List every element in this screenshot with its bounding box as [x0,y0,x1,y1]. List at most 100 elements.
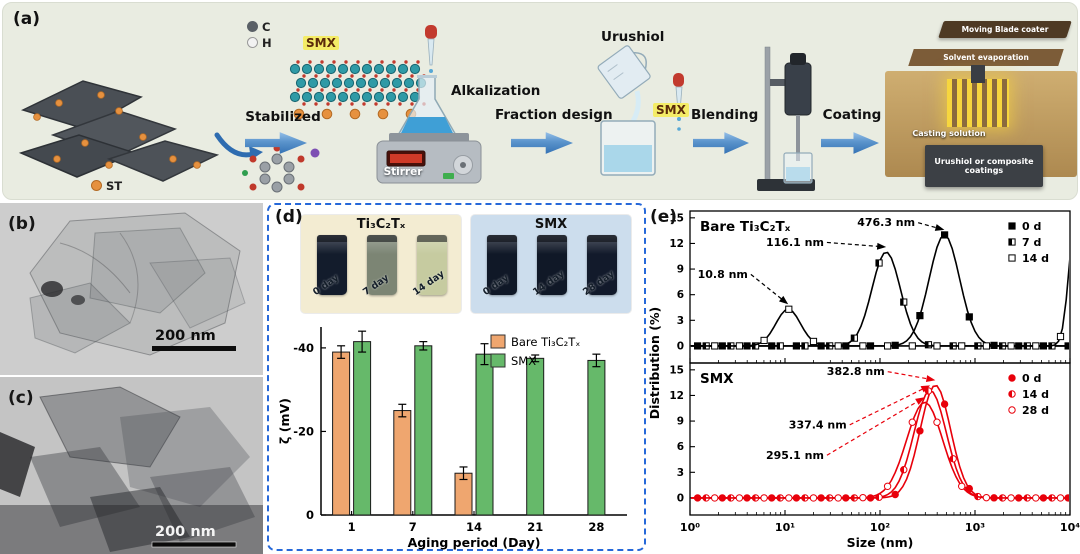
annotation-arrowhead [915,397,925,405]
droplet [429,69,433,73]
x-tick-label: 10⁰ [680,521,700,534]
lattice-terminal [344,88,348,92]
panel-d-zeta: (d) Ti₃C₂Tₓ 0 day 7 day 14 day SMX 0 day 14… [267,203,646,551]
lattice-atom [361,91,373,103]
flask-liquid [400,117,454,135]
panel-c-tem: (c) 200 nm [0,377,263,554]
x-tick-label: 10² [870,521,890,534]
lattice-terminal [344,60,348,64]
marker-square-open [1007,342,1015,350]
marker-square-filled [941,231,949,239]
lattice-terminal [302,102,306,106]
plot-title: Bare Ti₃C₂Tₓ [700,219,791,235]
lattice-atom [385,63,397,75]
mix-liquid [786,167,810,181]
tem-flake [120,407,250,507]
lattice-atom [289,63,301,75]
lattice-terminal [314,74,318,78]
tem-flake [149,257,246,329]
annotation-label: 295.1 nm [766,449,824,462]
st-sphere [293,108,305,120]
annotation-arrowhead [876,242,887,250]
vial-photo [587,235,617,295]
marker-circle-filled [1008,374,1016,382]
dropper-glass [427,38,435,66]
lattice-atom [373,63,385,75]
series-line [691,259,1069,347]
lattice-atom [301,63,313,75]
marker-circle-open [982,493,991,502]
lattice-terminal [308,60,312,64]
atom [242,170,248,176]
marker-circle-filled [940,400,949,408]
plot-title: SMX [700,371,734,387]
series-group [691,384,1069,502]
legend-row-carbon: C [247,19,272,35]
motor-cap [790,53,806,65]
y-tick-label: -40 [293,341,314,355]
carbon-atom-icon [247,21,258,32]
lattice-terminal [404,88,408,92]
legend-swatch [490,334,506,349]
bar [332,351,351,516]
lattice-terminal [308,88,312,92]
tem-image-b: (b) 200 nm [0,203,263,375]
lattice-terminal [320,60,324,64]
x-tick-label: 1 [348,520,356,534]
urushiol-label: Urushiol [601,29,665,45]
marker-square-open [834,342,842,350]
marker-circle-half [924,387,933,395]
vial-photo [487,235,517,295]
lattice-terminal [302,74,306,78]
lattice-terminal [320,88,324,92]
lattice-terminal [326,102,330,106]
smx-dropper-bulb [673,73,684,87]
st-legend: ST [91,179,122,193]
legend-label: 14 d [1022,388,1049,401]
lattice-terminal [386,74,390,78]
stirrer-label: Stirrer [383,166,423,178]
legend-label: 28 d [1022,404,1049,417]
vial-cap [537,235,567,242]
stand-pole [764,46,771,182]
x-tick-label: 7 [409,520,417,534]
scale-bar [152,346,236,351]
marker-square-half [801,342,809,350]
flow-arrow-blending [693,132,749,154]
y-tick-label: 6 [677,441,684,453]
droplet [677,117,681,121]
lattice-terminal [296,60,300,64]
smx-lattice-label: SMX [303,36,339,50]
lattice-atom [397,91,409,103]
marker-circle-open [809,494,818,502]
marker-square-open [859,342,867,350]
lattice-atom [295,77,307,89]
y-tick-label: 0 [306,508,314,522]
lattice-terminal [374,74,378,78]
annotation-label: 382.8 nm [827,365,885,378]
marker-square-filled [1008,222,1016,230]
bar [526,357,545,516]
lattice-atom [385,91,397,103]
y-tick-label: -20 [293,424,314,438]
knob-dot [460,162,466,168]
y-axis-label: ζ (mV) [277,398,292,444]
vial-cap [317,235,347,242]
lattice-terminal [362,74,366,78]
tem-flake [29,212,241,356]
lattice-terminal [350,102,354,106]
marker-circle-open [834,494,842,502]
st-label: ST [106,179,123,193]
vial-group-1: SMX 0 day 14 day 28 day [471,215,631,313]
annotation-arrow [887,371,928,380]
annotation-arrowhead [934,224,945,231]
lattice-atom [379,77,391,89]
annotation-arrow [826,241,879,247]
marker-circle-open [760,494,768,502]
panel-b-tag: (b) [8,214,36,234]
marker-square-open [1032,342,1040,350]
lattice-terminal [338,74,342,78]
hydrogen-label: H [262,36,272,50]
marker-square-open [735,342,744,350]
marker-circle-open [1007,494,1015,502]
